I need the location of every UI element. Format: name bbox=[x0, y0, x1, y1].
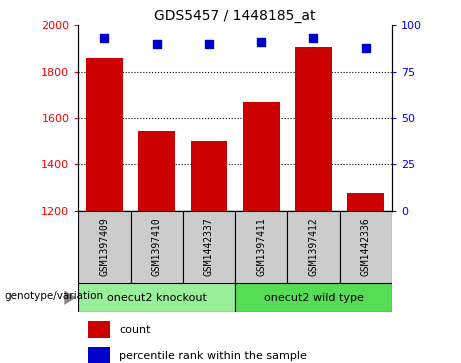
FancyBboxPatch shape bbox=[235, 211, 287, 283]
Text: GSM1442336: GSM1442336 bbox=[361, 217, 371, 276]
Point bbox=[362, 45, 369, 50]
Text: GSM1442337: GSM1442337 bbox=[204, 217, 214, 276]
Bar bbox=[88, 321, 110, 338]
Title: GDS5457 / 1448185_at: GDS5457 / 1448185_at bbox=[154, 9, 316, 23]
FancyBboxPatch shape bbox=[340, 211, 392, 283]
Polygon shape bbox=[64, 290, 76, 305]
Bar bbox=[348, 193, 384, 211]
Bar bbox=[138, 131, 175, 211]
Text: count: count bbox=[119, 325, 151, 335]
FancyBboxPatch shape bbox=[78, 283, 235, 312]
Bar bbox=[295, 48, 332, 211]
Text: percentile rank within the sample: percentile rank within the sample bbox=[119, 351, 307, 361]
Point bbox=[101, 36, 108, 41]
Bar bbox=[191, 141, 227, 211]
Bar bbox=[86, 58, 123, 211]
FancyBboxPatch shape bbox=[183, 211, 235, 283]
Point bbox=[310, 36, 317, 41]
FancyBboxPatch shape bbox=[287, 211, 340, 283]
Text: GSM1397410: GSM1397410 bbox=[152, 217, 162, 276]
Text: genotype/variation: genotype/variation bbox=[4, 291, 103, 301]
Point bbox=[258, 39, 265, 45]
Text: onecut2 wild type: onecut2 wild type bbox=[264, 293, 363, 303]
Text: GSM1397412: GSM1397412 bbox=[308, 217, 319, 276]
Text: GSM1397411: GSM1397411 bbox=[256, 217, 266, 276]
FancyBboxPatch shape bbox=[78, 211, 130, 283]
FancyBboxPatch shape bbox=[130, 211, 183, 283]
Bar bbox=[88, 347, 110, 363]
Text: GSM1397409: GSM1397409 bbox=[100, 217, 110, 276]
Bar bbox=[243, 102, 279, 211]
Point bbox=[205, 41, 213, 47]
Text: onecut2 knockout: onecut2 knockout bbox=[107, 293, 207, 303]
FancyBboxPatch shape bbox=[235, 283, 392, 312]
Point bbox=[153, 41, 160, 47]
